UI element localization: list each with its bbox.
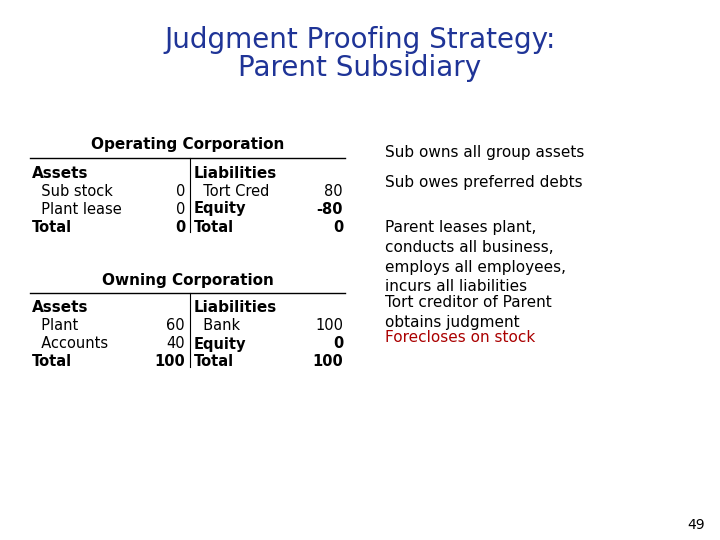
Text: Plant lease: Plant lease [32, 201, 122, 217]
Text: Sub stock: Sub stock [32, 184, 113, 199]
Text: 0: 0 [176, 184, 185, 199]
Text: Accounts: Accounts [32, 336, 108, 352]
Text: Parent leases plant,
conducts all business,
employs all employees,
incurs all li: Parent leases plant, conducts all busine… [385, 220, 566, 294]
Text: 80: 80 [325, 184, 343, 199]
Text: Assets: Assets [32, 165, 89, 180]
Text: 100: 100 [315, 319, 343, 334]
Text: 0: 0 [333, 336, 343, 352]
Text: Judgment Proofing Strategy:: Judgment Proofing Strategy: [164, 26, 556, 54]
Text: Liabilities: Liabilities [194, 300, 277, 315]
Text: Tort Cred: Tort Cred [194, 184, 269, 199]
Text: 0: 0 [175, 219, 185, 234]
Text: Sub owns all group assets: Sub owns all group assets [385, 145, 585, 160]
Text: Owning Corporation: Owning Corporation [102, 273, 274, 287]
Text: Operating Corporation: Operating Corporation [91, 138, 284, 152]
Text: 100: 100 [154, 354, 185, 369]
Text: 0: 0 [333, 219, 343, 234]
Text: 100: 100 [312, 354, 343, 369]
Text: Tort creditor of Parent
obtains judgment: Tort creditor of Parent obtains judgment [385, 295, 552, 330]
Text: Assets: Assets [32, 300, 89, 315]
Text: Total: Total [194, 354, 234, 369]
Text: Bank: Bank [194, 319, 240, 334]
Text: 40: 40 [166, 336, 185, 352]
Text: Liabilities: Liabilities [194, 165, 277, 180]
Text: 0: 0 [176, 201, 185, 217]
Text: Total: Total [32, 354, 72, 369]
Text: Forecloses on stock: Forecloses on stock [385, 330, 535, 345]
Text: 49: 49 [688, 518, 705, 532]
Text: Equity: Equity [194, 336, 246, 352]
Text: Plant: Plant [32, 319, 78, 334]
Text: Total: Total [32, 219, 72, 234]
Text: Parent Subsidiary: Parent Subsidiary [238, 54, 482, 82]
Text: Equity: Equity [194, 201, 246, 217]
Text: Sub owes preferred debts: Sub owes preferred debts [385, 175, 582, 190]
Text: 60: 60 [166, 319, 185, 334]
Text: Total: Total [194, 219, 234, 234]
Text: -80: -80 [317, 201, 343, 217]
